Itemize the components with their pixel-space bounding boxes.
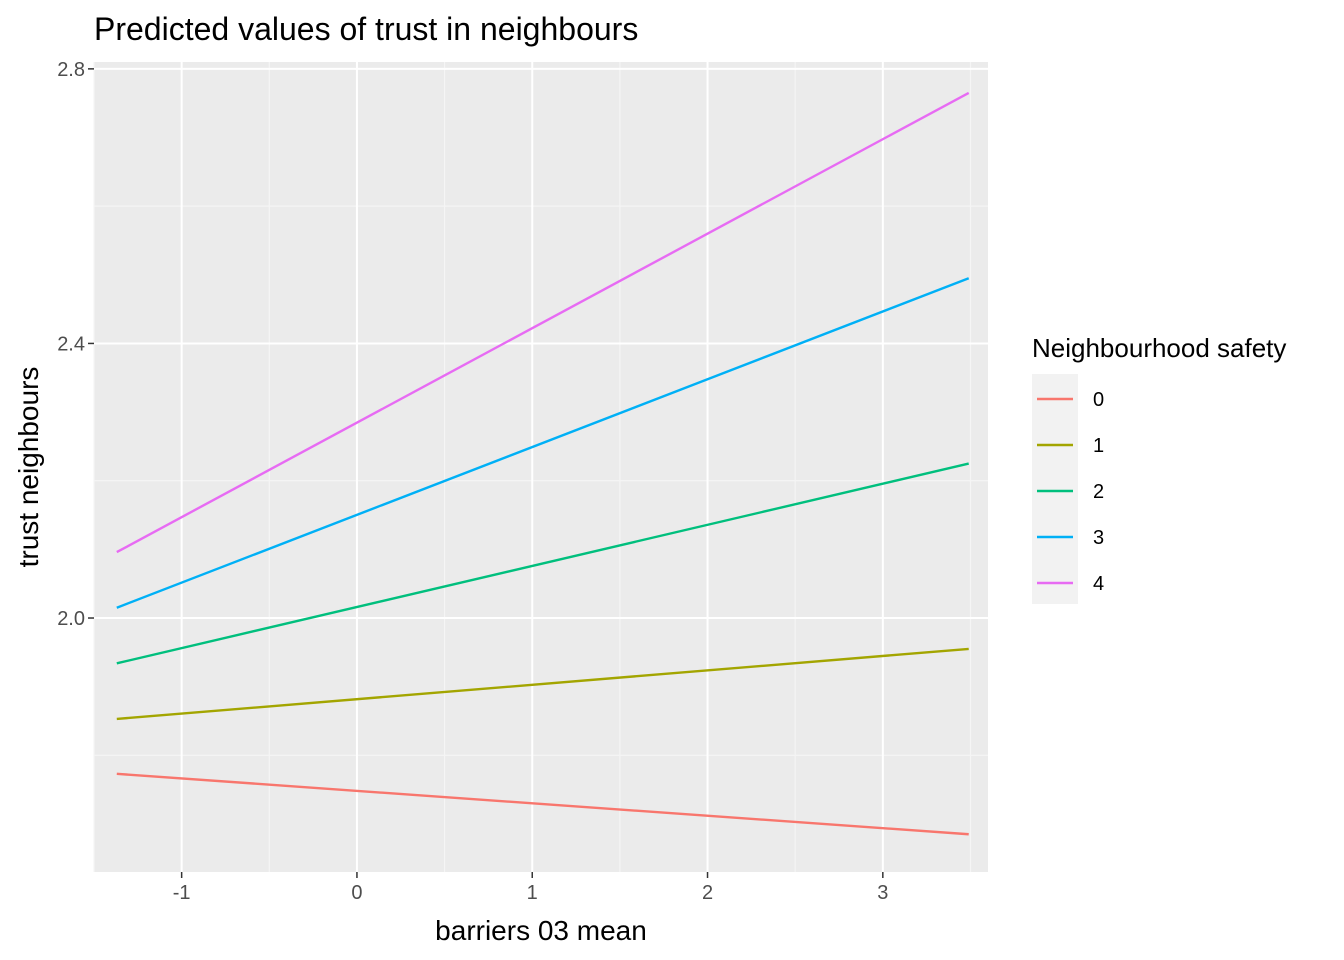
chart-title: Predicted values of trust in neighbours bbox=[94, 11, 638, 47]
legend-key-background bbox=[1032, 374, 1078, 604]
legend-label-2: 2 bbox=[1093, 481, 1104, 503]
legend-items: 0 1 2 3 4 bbox=[1037, 389, 1104, 595]
x-tick-label: 3 bbox=[877, 882, 888, 904]
legend: Neighbourhood safety 0 1 2 3 4 bbox=[1032, 333, 1286, 604]
series-line-2 bbox=[116, 462, 969, 665]
x-tick-label: -1 bbox=[173, 882, 191, 904]
series-line-3 bbox=[116, 277, 970, 609]
series-line-4 bbox=[116, 91, 970, 554]
series-line-0 bbox=[116, 772, 969, 836]
x-tick-label: 2 bbox=[702, 882, 713, 904]
series-line-1 bbox=[116, 647, 969, 721]
y-tick-label: 2.0 bbox=[57, 608, 85, 630]
x-axis-title: barriers 03 mean bbox=[435, 915, 647, 946]
x-tick-label: 0 bbox=[351, 882, 362, 904]
y-tick-label: 2.4 bbox=[57, 333, 85, 355]
legend-label-0: 0 bbox=[1093, 389, 1104, 411]
y-axis: 2.0 2.4 2.8 bbox=[57, 59, 94, 630]
legend-title: Neighbourhood safety bbox=[1032, 333, 1286, 363]
plot-panel bbox=[94, 62, 988, 872]
x-axis: -1 0 1 2 3 bbox=[173, 872, 888, 904]
legend-label-3: 3 bbox=[1093, 527, 1104, 549]
x-tick-label: 1 bbox=[527, 882, 538, 904]
grid-major bbox=[94, 62, 988, 872]
series-lines bbox=[116, 91, 970, 836]
legend-label-1: 1 bbox=[1093, 435, 1104, 457]
legend-label-4: 4 bbox=[1093, 573, 1104, 595]
y-tick-label: 2.8 bbox=[57, 59, 85, 81]
grid-minor bbox=[93, 62, 988, 872]
y-axis-title: trust neighbours bbox=[13, 367, 44, 568]
